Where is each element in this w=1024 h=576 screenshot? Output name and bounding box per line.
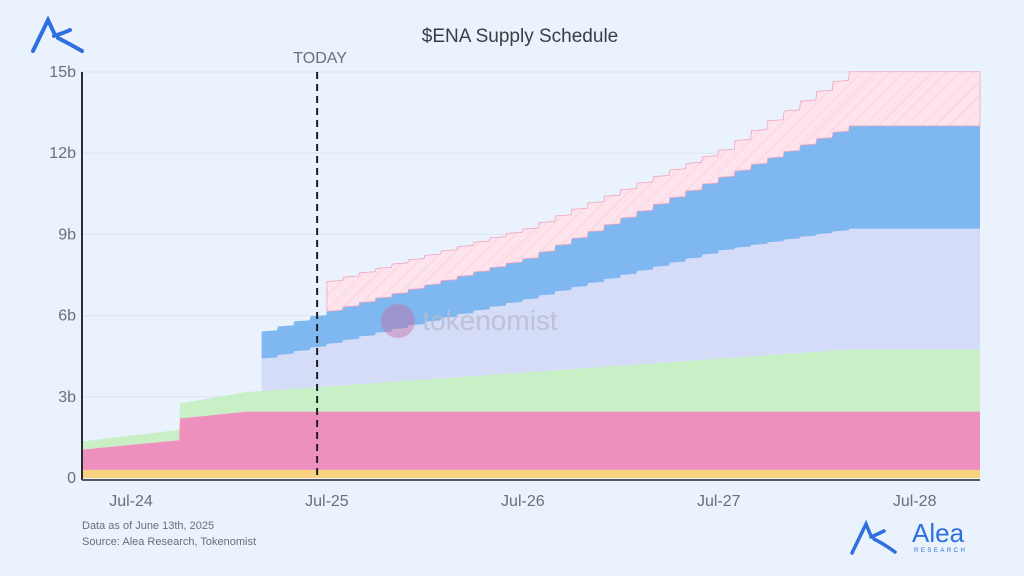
tokenomist-watermark: tokenomist xyxy=(422,305,558,336)
area-series-0 xyxy=(82,469,980,478)
x-tick-label: Jul-28 xyxy=(893,493,937,510)
footer-data-date: Data as of June 13th, 2025 xyxy=(82,520,215,532)
x-tick-label: Jul-25 xyxy=(305,493,349,510)
y-tick-label: 12b xyxy=(49,145,76,162)
y-tick-label: 6b xyxy=(58,308,76,325)
y-tick-label: 0 xyxy=(67,470,76,487)
area-series-4 xyxy=(261,125,981,359)
alea-logo-icon xyxy=(31,15,84,53)
area-series-1 xyxy=(82,411,980,470)
x-tick-label: Jul-27 xyxy=(697,493,741,510)
y-tick-label: 9b xyxy=(58,226,76,243)
chart-title: $ENA Supply Schedule xyxy=(422,26,618,47)
tokenomist-watermark-icon xyxy=(381,304,415,338)
y-tick-label: 15b xyxy=(49,64,76,81)
y-tick-label: 3b xyxy=(58,389,76,406)
footer-source: Source: Alea Research, Tokenomist xyxy=(82,536,257,548)
area-series-2 xyxy=(82,349,980,450)
today-label: TODAY xyxy=(293,50,347,67)
x-tick-label: Jul-24 xyxy=(109,493,153,510)
x-tick-label: Jul-26 xyxy=(501,493,545,510)
area-series-3 xyxy=(261,228,981,392)
brand-name: Alea xyxy=(912,518,965,548)
brand-sub: RESEARCH xyxy=(914,548,968,554)
area-series-5 xyxy=(326,71,981,312)
